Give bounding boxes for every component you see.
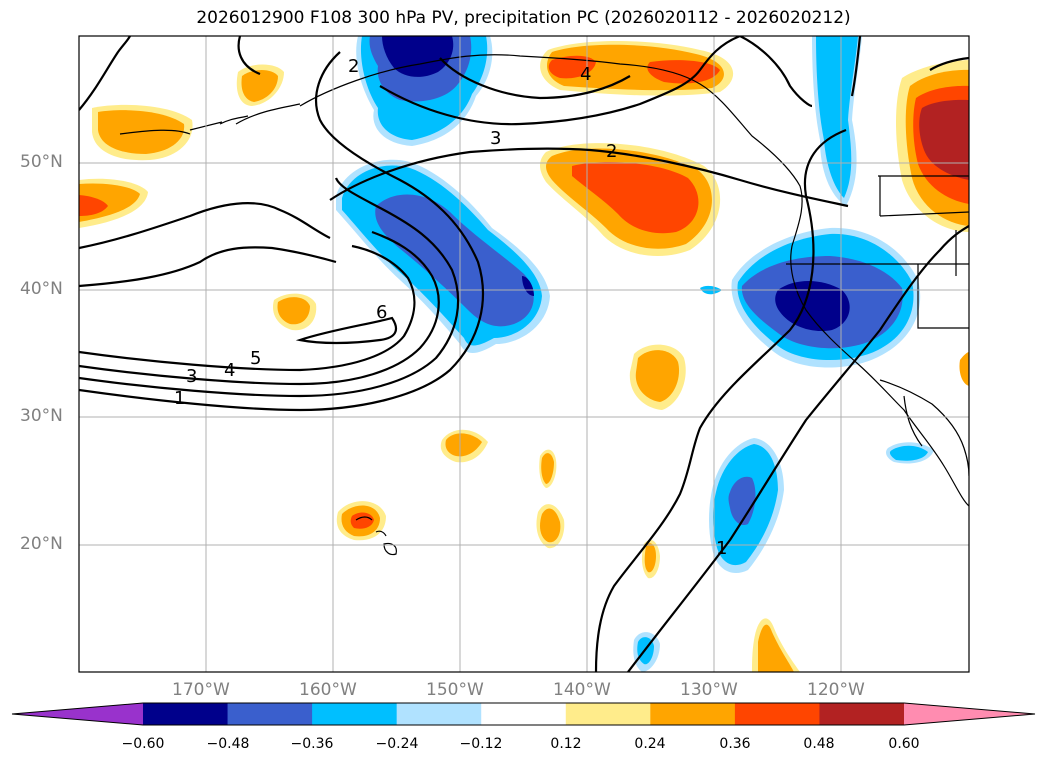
contour-label: 4 [580, 64, 591, 85]
lon-label: 130°W [680, 680, 738, 700]
contour-label: 4 [224, 360, 235, 381]
contour-label: 3 [490, 128, 501, 149]
colorbar-extend-high [904, 703, 1035, 725]
colorbar-tick-label: −0.60 [121, 736, 165, 752]
colorbar-segment [227, 703, 313, 725]
colorbar-segment [481, 703, 567, 725]
colorbar-segments [12, 703, 1035, 725]
pv-contour-labels: 1 3 4 5 6 3 2 2 4 1 [174, 56, 727, 559]
contour-label: 6 [376, 302, 387, 323]
colorbar-tick-label: 0.36 [719, 736, 751, 752]
contour-label: 1 [174, 388, 185, 409]
colorbar-tick-label: −0.36 [290, 736, 334, 752]
contour-label: 1 [716, 538, 727, 559]
colorbar-tick-label: 0.12 [550, 736, 582, 752]
lon-label: 150°W [426, 680, 484, 700]
colorbar-segment [819, 703, 905, 725]
colorbar-tick-label: −0.24 [375, 736, 419, 752]
map-panel: 1 3 4 5 6 3 2 2 4 1 [78, 35, 970, 673]
coastlines [119, 54, 969, 556]
contour-label: 2 [348, 56, 359, 77]
contour-label: 3 [186, 366, 197, 387]
pv-contours [79, 36, 969, 672]
positive-anomalies [79, 41, 969, 672]
colorbar-segment [734, 703, 820, 725]
contour-label: 2 [606, 141, 617, 162]
lon-label: 120°W [807, 680, 865, 700]
colorbar-extend-low [12, 703, 143, 725]
colorbar-segment [143, 703, 229, 725]
colorbar-segment [396, 703, 482, 725]
colorbar-tick-label: 0.60 [888, 736, 920, 752]
colorbar-tick-label: −0.12 [459, 736, 503, 752]
colorbar-segment [312, 703, 398, 725]
colorbar-tick-label: −0.48 [206, 736, 250, 752]
map-title: 2026012900 F108 300 hPa PV, precipitatio… [196, 8, 851, 28]
lat-label: 20°N [20, 534, 63, 554]
colorbar-tick-label: 0.24 [634, 736, 666, 752]
colorbar-tick-label: 0.48 [803, 736, 835, 752]
map-frame [78, 35, 970, 673]
colorbar [11, 702, 1036, 726]
gridlines [79, 36, 969, 672]
colorbar-segment [565, 703, 651, 725]
lat-label: 30°N [20, 406, 63, 426]
lon-label: 160°W [299, 680, 357, 700]
contour-label: 5 [250, 348, 261, 369]
lat-label: 40°N [20, 279, 63, 299]
lon-label: 170°W [172, 680, 230, 700]
lon-label: 140°W [553, 680, 611, 700]
colorbar-segment [650, 703, 736, 725]
lat-label: 50°N [20, 152, 63, 172]
colorbar-outline [11, 702, 1036, 726]
